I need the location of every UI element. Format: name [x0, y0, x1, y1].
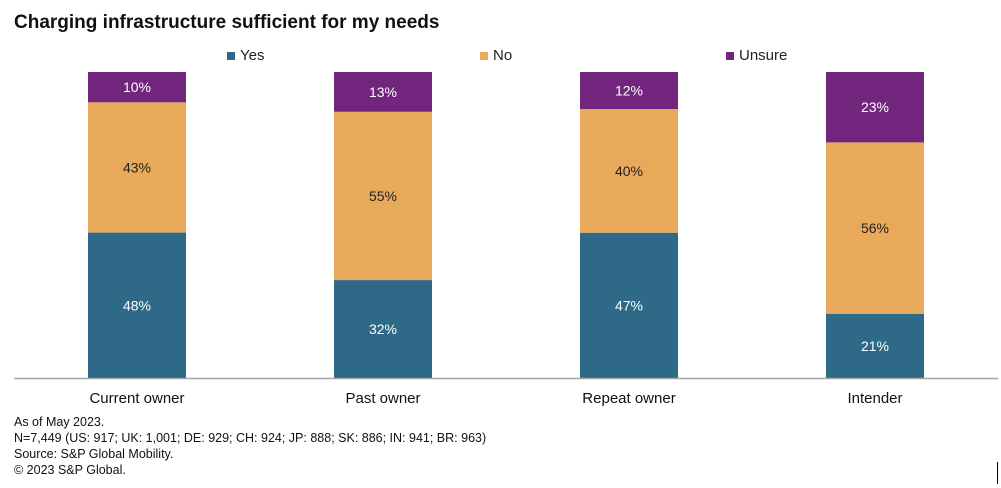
stacked-bar-chart: 48% 43% 10% Current owner 32% 55% 13% Past owne…: [14, 72, 998, 407]
data-label-no-4: 56%: [861, 220, 889, 236]
bar-segment-no-2: [334, 111, 432, 281]
x-tick-label-1: Current owner: [89, 390, 184, 407]
legend-item-no: No: [480, 47, 512, 64]
data-label-yes-1: 48%: [123, 297, 151, 313]
bar-segment-yes-1: [88, 232, 186, 378]
data-label-yes-3: 47%: [615, 297, 643, 313]
bar-segment-yes-2: [334, 280, 432, 378]
bar-segment-unsure-2: [334, 72, 432, 112]
bar-segment-unsure-4: [826, 72, 924, 143]
data-label-unsure-2: 13%: [369, 84, 397, 100]
legend-swatch-no: [480, 51, 488, 60]
data-label-no-1: 43%: [123, 159, 151, 175]
bar-segment-no-4: [826, 142, 924, 314]
text-cursor: [997, 462, 998, 484]
chart-title: Charging infrastructure sufficient for m…: [14, 12, 440, 33]
data-label-no-2: 55%: [369, 188, 397, 204]
data-label-yes-2: 32%: [369, 321, 397, 337]
footer-date: As of May 2023.: [14, 415, 105, 429]
legend-swatch-yes: [227, 51, 235, 60]
bar-segment-yes-3: [580, 232, 678, 378]
legend-label-no: No: [493, 47, 513, 64]
footer-sample: N=7,449 (US: 917; UK: 1,001; DE: 929; CH…: [14, 431, 487, 445]
footer-copyright: © 2023 S&P Global.: [14, 463, 126, 477]
bar-segment-unsure-1: [88, 72, 186, 103]
x-tick-label-2: Past owner: [345, 390, 420, 407]
bar-segment-unsure-3: [580, 72, 678, 110]
footer-notes: As of May 2023. N=7,449 (US: 917; UK: 1,…: [14, 414, 486, 478]
data-label-unsure-1: 10%: [123, 79, 151, 95]
footer-source: Source: S&P Global Mobility.: [14, 447, 174, 461]
legend-item-unsure: Unsure: [726, 47, 787, 64]
bar-segment-no-1: [88, 102, 186, 233]
data-label-unsure-3: 12%: [615, 83, 643, 99]
legend-swatch-unsure: [726, 51, 734, 60]
x-tick-label-3: Repeat owner: [582, 390, 675, 407]
legend-label-unsure: Unsure: [739, 47, 788, 64]
data-label-yes-4: 21%: [861, 338, 889, 354]
legend-item-yes: Yes: [227, 47, 264, 64]
bar-segment-no-3: [580, 109, 678, 233]
x-tick-label-4: Intender: [847, 390, 902, 407]
bar-segment-yes-4: [826, 313, 924, 378]
data-label-unsure-4: 23%: [861, 99, 889, 115]
data-label-no-3: 40%: [615, 163, 643, 179]
legend-label-yes: Yes: [240, 47, 265, 64]
